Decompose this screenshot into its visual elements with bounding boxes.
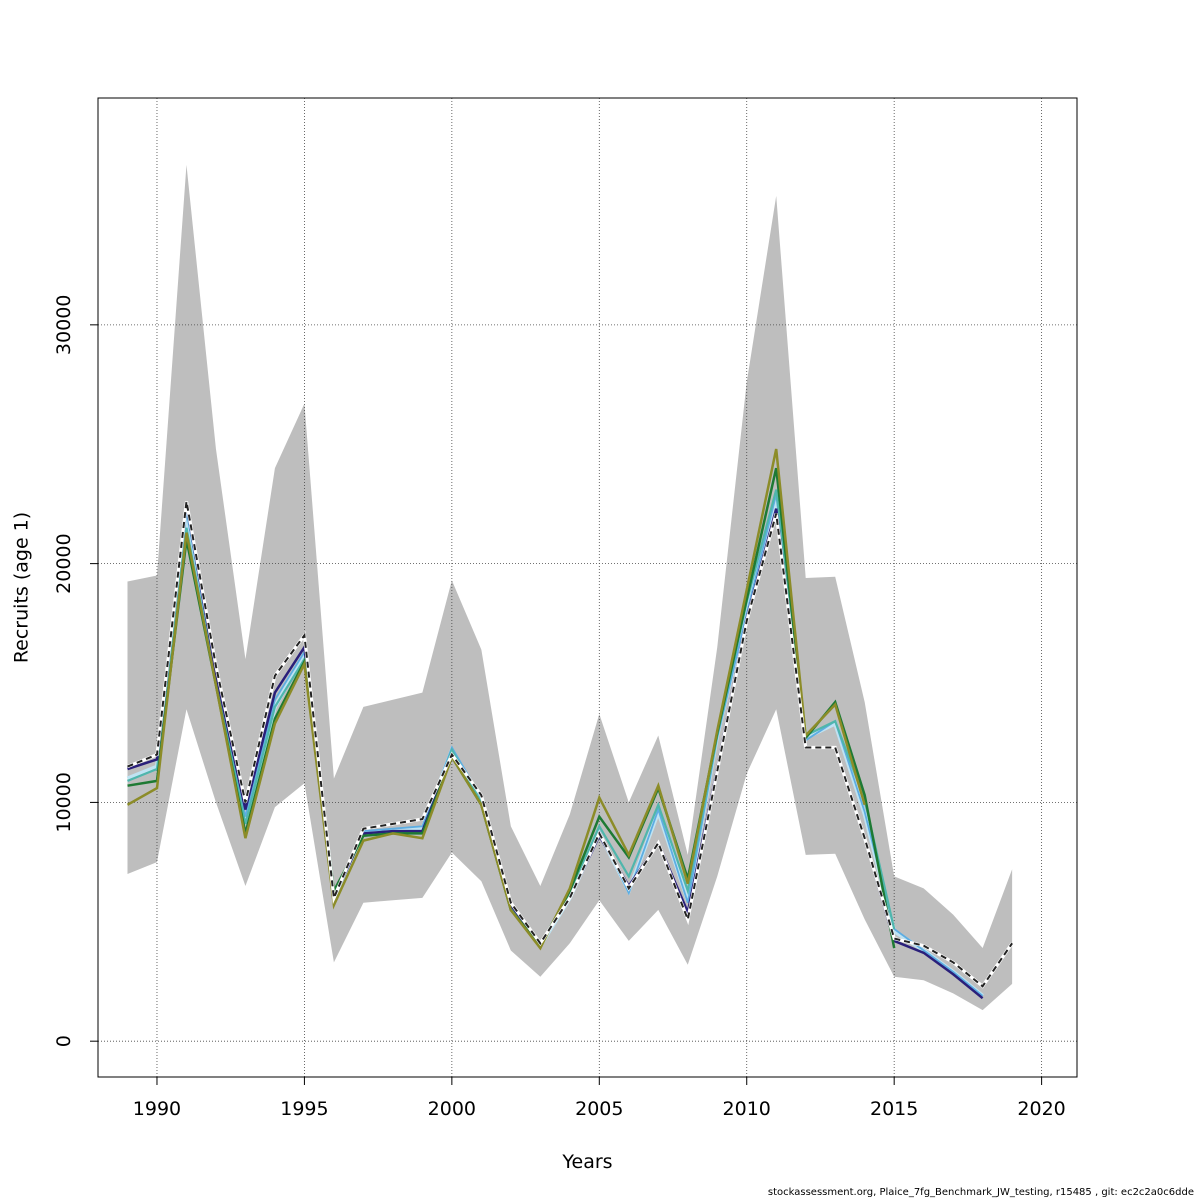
x-tick-label: 2010: [723, 1098, 771, 1120]
confidence-band-layer: [127, 164, 1013, 1011]
x-tick-label: 2005: [575, 1098, 623, 1120]
x-tick-label: 2015: [870, 1098, 918, 1120]
axis-layer: 1990 1995 2000 2005 2010 2015 2020 0 10000 20000 3…: [53, 295, 1066, 1120]
x-tick-label: 1995: [280, 1098, 328, 1120]
y-tick-label: 30000: [53, 295, 75, 355]
y-tick-label: 20000: [53, 533, 75, 593]
x-axis-title: Years: [561, 1151, 612, 1173]
series-line-6: [126, 448, 866, 951]
confidence-band: [127, 164, 1013, 1011]
series-layer: [126, 448, 1014, 1000]
x-tick-label: 2000: [428, 1098, 476, 1120]
x-tick-label: 2020: [1017, 1098, 1065, 1120]
y-tick-label: 10000: [53, 772, 75, 832]
y-axis-title: Recruits (age 1): [11, 512, 33, 663]
footer-credit: stockassessment.org, Plaice_7fg_Benchmar…: [767, 1187, 1194, 1198]
y-tick-label: 0: [53, 1035, 75, 1047]
plot-frame: [97, 97, 1078, 1078]
x-tick-label: 1990: [133, 1098, 181, 1120]
series-line-8: [127, 501, 1013, 988]
